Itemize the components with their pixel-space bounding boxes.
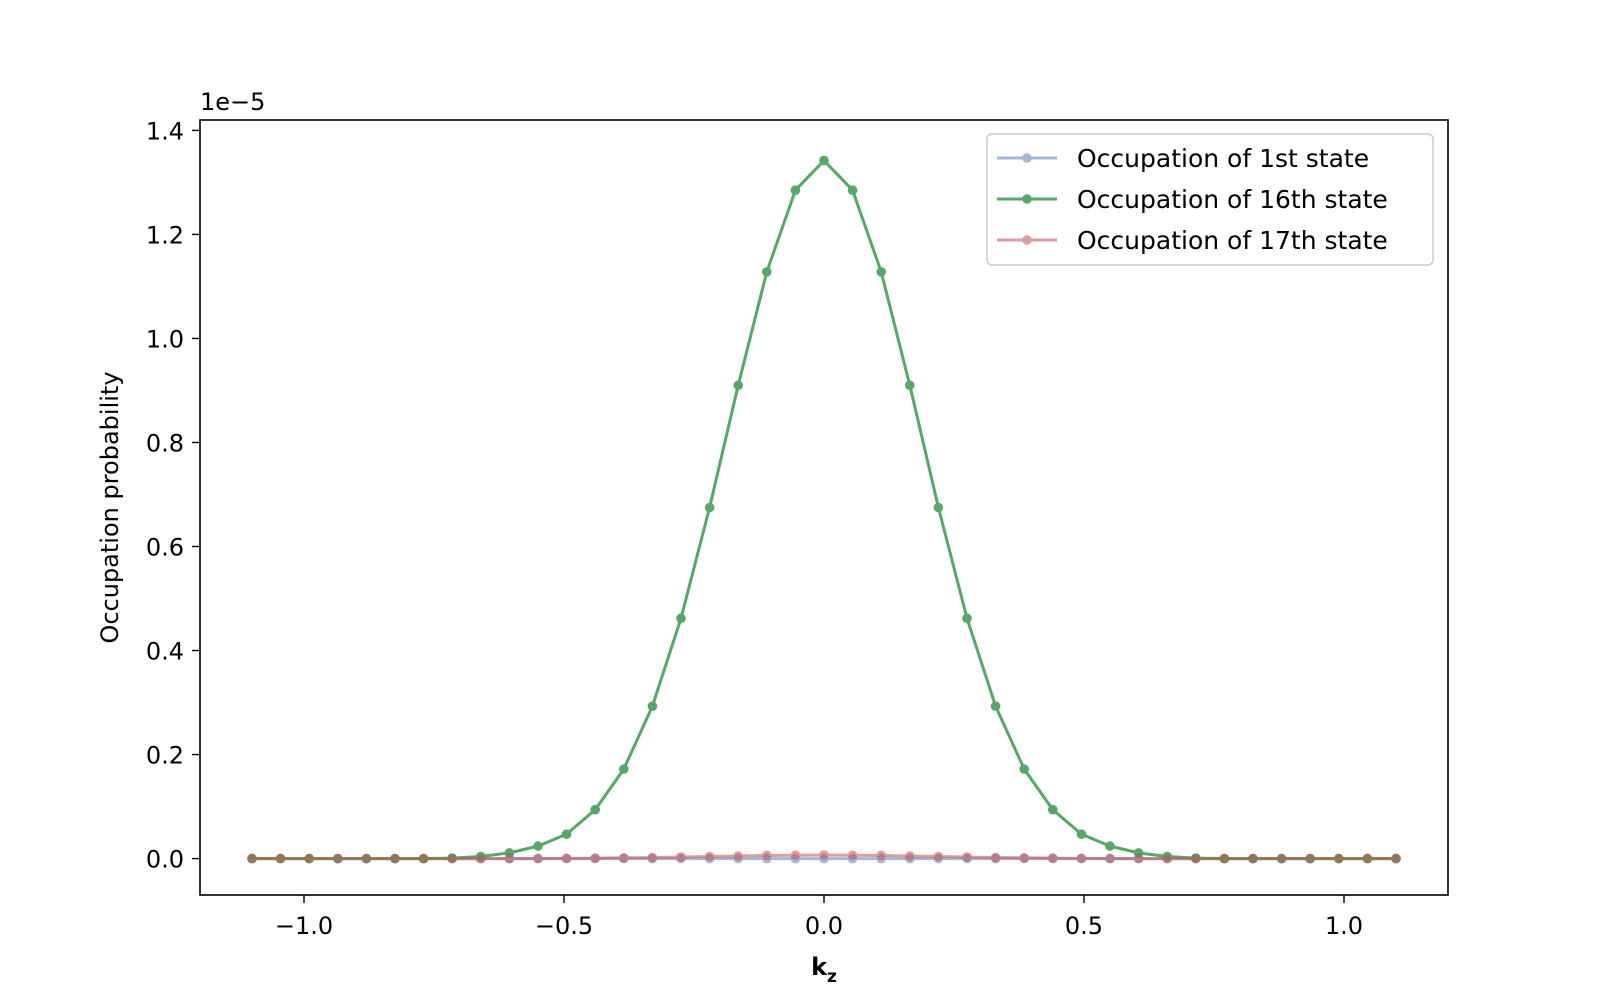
data-point — [1191, 853, 1201, 864]
data-point — [790, 850, 801, 861]
data-point — [504, 853, 515, 864]
legend-box — [986, 133, 1434, 266]
data-point — [1048, 853, 1058, 863]
data-point — [819, 850, 829, 860]
y-tick-label: 1.4 — [146, 117, 184, 145]
data-point — [1334, 853, 1344, 864]
data-point — [762, 850, 772, 861]
data-point — [590, 804, 600, 815]
y-offset-text: 1e−5 — [200, 88, 265, 116]
data-point — [1076, 853, 1087, 864]
series-layer — [247, 155, 1401, 864]
x-axis-label-subscript: z — [827, 967, 837, 987]
data-point — [561, 853, 572, 864]
data-point — [647, 852, 658, 863]
data-point — [847, 185, 858, 196]
x-axis: −1.0 −0.5 0.0 0.5 1.0 — [275, 895, 1363, 940]
legend-marker — [1022, 235, 1032, 245]
x-tick-label: 0.0 — [805, 912, 843, 940]
x-axis-label-main: k — [811, 953, 828, 981]
data-point — [447, 853, 458, 864]
data-point — [647, 701, 658, 711]
legend-label: Occupation of 17th state — [1077, 226, 1388, 255]
data-point — [990, 852, 1001, 863]
data-point — [476, 853, 486, 864]
x-tick-label: 1.0 — [1325, 912, 1363, 940]
data-point — [933, 851, 944, 862]
y-tick-label: 1.2 — [146, 221, 184, 249]
legend-label: Occupation of 1st state — [1077, 144, 1369, 173]
data-point — [990, 701, 1001, 711]
data-point — [905, 851, 915, 861]
legend-item — [997, 194, 1057, 204]
data-point — [733, 380, 743, 391]
data-point — [876, 267, 886, 277]
data-point — [561, 829, 572, 839]
y-tick-label: 0.8 — [146, 429, 184, 457]
data-point — [619, 764, 629, 774]
data-point — [1162, 853, 1172, 864]
data-point — [905, 380, 915, 391]
legend-marker — [1022, 153, 1032, 163]
data-point — [733, 851, 743, 861]
y-tick-label: 1.0 — [146, 325, 184, 353]
x-tick-label: −1.0 — [275, 912, 333, 940]
data-point — [1105, 841, 1115, 851]
data-point — [619, 853, 629, 863]
data-point — [418, 853, 429, 864]
data-point — [704, 502, 715, 513]
data-point — [1362, 853, 1373, 864]
data-point — [533, 853, 543, 864]
data-point — [847, 850, 858, 861]
legend-item — [997, 235, 1057, 245]
data-point — [275, 853, 286, 864]
legend: Occupation of 1st state Occupation of 16t… — [986, 133, 1434, 266]
legend-label: Occupation of 16th state — [1077, 185, 1388, 214]
data-point — [704, 851, 715, 862]
data-point — [762, 267, 772, 277]
data-point — [962, 613, 972, 624]
x-tick-label: 0.5 — [1065, 912, 1103, 940]
data-point — [933, 502, 944, 513]
y-axis: 0.0 0.2 0.4 0.6 0.8 1.0 1.2 1.4 — [146, 117, 200, 874]
data-point — [790, 185, 801, 196]
legend-marker — [1022, 194, 1032, 204]
data-point — [876, 850, 886, 861]
data-point — [1076, 829, 1087, 839]
data-point — [676, 613, 686, 624]
data-point — [962, 852, 972, 862]
data-point — [1305, 853, 1315, 864]
data-point — [533, 841, 543, 851]
series-3 — [247, 850, 1401, 864]
data-point — [1248, 853, 1258, 864]
data-point — [247, 853, 257, 864]
legend-item — [997, 153, 1057, 163]
data-point — [1105, 853, 1115, 864]
data-point — [1019, 764, 1029, 774]
data-point — [1276, 853, 1287, 864]
data-point — [1048, 804, 1058, 815]
data-point — [676, 852, 686, 862]
data-point — [1019, 853, 1029, 863]
plot-area — [199, 119, 1449, 896]
x-tick-label: −0.5 — [535, 912, 593, 940]
y-tick-label: 0.0 — [146, 846, 184, 874]
data-point — [1391, 853, 1401, 864]
y-axis-label: Occupation probability — [96, 371, 124, 643]
data-point — [361, 853, 372, 864]
y-tick-label: 0.2 — [146, 742, 184, 770]
data-point — [819, 155, 829, 166]
data-point — [333, 853, 343, 864]
y-tick-label: 0.4 — [146, 638, 184, 666]
data-point — [590, 853, 600, 863]
data-point — [304, 853, 315, 864]
data-point — [1219, 853, 1230, 864]
data-point — [390, 853, 400, 864]
y-tick-label: 0.6 — [146, 534, 184, 562]
x-axis-label: kz — [811, 953, 837, 987]
data-point — [1133, 853, 1144, 864]
